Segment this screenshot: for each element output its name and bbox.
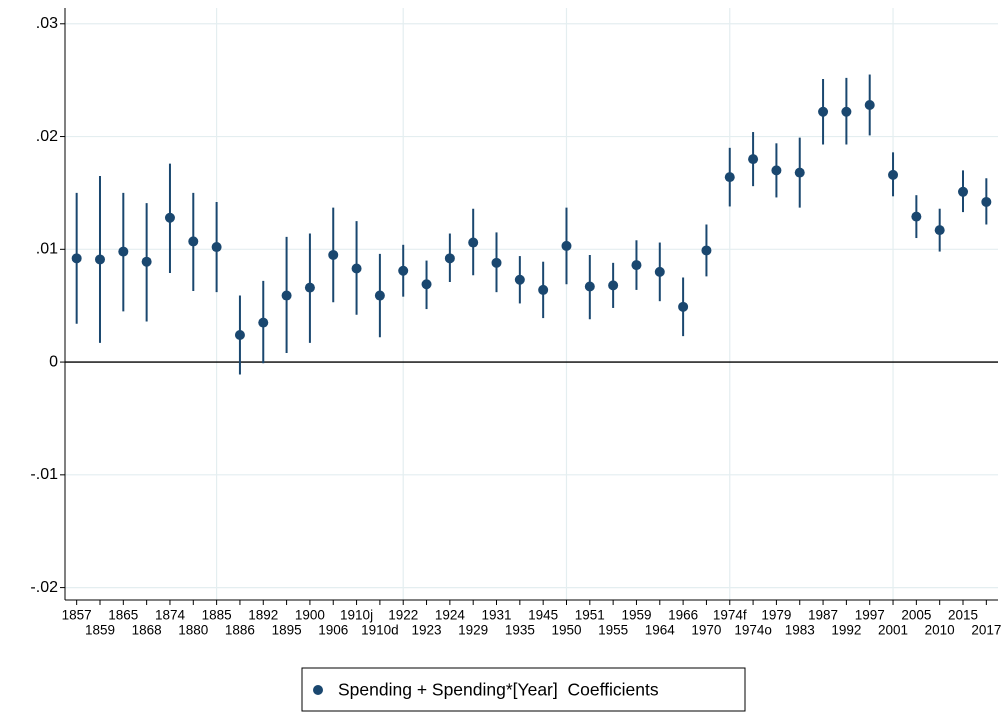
- point: [514, 274, 525, 285]
- point: [841, 106, 852, 117]
- x-tick-label: 1974f: [713, 608, 747, 623]
- x-tick-label: 1885: [202, 608, 232, 623]
- x-tick-label: 1966: [668, 608, 698, 623]
- point: [141, 256, 152, 267]
- x-tick-label: 1931: [481, 608, 511, 623]
- x-tick-label: 1935: [505, 623, 535, 638]
- point: [561, 240, 572, 251]
- x-tick-label: 1997: [855, 608, 885, 623]
- y-tick-label: .01: [36, 241, 58, 258]
- point: [421, 279, 432, 290]
- point: [351, 263, 362, 274]
- point: [864, 99, 875, 110]
- y-tick-label: -.01: [30, 466, 58, 483]
- point: [678, 301, 689, 312]
- point: [794, 167, 805, 178]
- point: [584, 281, 595, 292]
- x-tick-label: 1950: [551, 623, 581, 638]
- point: [911, 211, 922, 222]
- point: [701, 245, 712, 256]
- x-tick-label: 1924: [435, 608, 466, 623]
- x-tick-label: 1987: [808, 608, 838, 623]
- legend-marker: [313, 685, 323, 695]
- point: [468, 237, 479, 248]
- x-tick-label: 1892: [248, 608, 278, 623]
- point: [981, 196, 992, 207]
- x-tick-label: 1951: [575, 608, 605, 623]
- x-tick-label: 1955: [598, 623, 628, 638]
- x-tick-label: 2015: [948, 608, 978, 623]
- point: [654, 266, 665, 277]
- x-tick-label: 1970: [691, 623, 721, 638]
- point: [71, 253, 82, 264]
- x-tick-label: 1992: [831, 623, 861, 638]
- x-tick-label: 1874: [155, 608, 186, 623]
- x-tick-label: 1880: [178, 623, 208, 638]
- point: [771, 165, 782, 176]
- legend-box: [301, 667, 746, 712]
- x-tick-label: 1868: [132, 623, 162, 638]
- point: [608, 280, 619, 291]
- point: [444, 253, 455, 264]
- point: [631, 260, 642, 271]
- point: [398, 265, 409, 276]
- point: [748, 154, 759, 165]
- y-tick-label: 0: [49, 353, 58, 370]
- x-tick-label: 1923: [412, 623, 442, 638]
- x-tick-label: 1922: [388, 608, 418, 623]
- x-tick-label: 2017: [971, 623, 1001, 638]
- x-tick-label: 1974o: [734, 623, 772, 638]
- point: [374, 290, 385, 301]
- x-tick-label: 1857: [62, 608, 92, 623]
- y-tick-label: -.02: [30, 579, 58, 596]
- x-tick-label: 1979: [761, 608, 791, 623]
- x-tick-label: 1983: [785, 623, 815, 638]
- x-tick-label: 1865: [108, 608, 138, 623]
- y-tick-label: .03: [36, 15, 58, 32]
- point: [211, 242, 222, 253]
- x-tick-label: 1900: [295, 608, 325, 623]
- legend-label: Spending + Spending*[Year] Coefficients: [338, 680, 659, 700]
- point: [958, 186, 969, 197]
- x-tick-label: 1910d: [361, 623, 399, 638]
- point: [94, 254, 105, 265]
- x-tick-label: 1945: [528, 608, 558, 623]
- x-tick-label: 1859: [85, 623, 115, 638]
- x-tick-label: 1910j: [340, 608, 373, 623]
- point: [491, 257, 502, 268]
- x-tick-label: 1895: [272, 623, 302, 638]
- y-tick-label: .02: [36, 128, 58, 145]
- point: [934, 225, 945, 236]
- point: [724, 172, 735, 183]
- x-tick-label: 1929: [458, 623, 488, 638]
- point: [118, 246, 129, 257]
- x-tick-label: 2001: [878, 623, 908, 638]
- x-tick-label: 1886: [225, 623, 255, 638]
- x-tick-label: 1959: [621, 608, 651, 623]
- point: [538, 284, 549, 295]
- point: [164, 212, 175, 223]
- point: [234, 330, 245, 341]
- x-tick-label: 1906: [318, 623, 348, 638]
- x-tick-label: 1964: [645, 623, 676, 638]
- point: [818, 106, 829, 117]
- x-tick-label: 2010: [925, 623, 955, 638]
- point: [304, 282, 315, 293]
- x-tick-label: 2005: [901, 608, 931, 623]
- point: [281, 290, 292, 301]
- point: [258, 317, 269, 328]
- point: [888, 169, 899, 180]
- point: [328, 249, 339, 260]
- point: [188, 236, 199, 247]
